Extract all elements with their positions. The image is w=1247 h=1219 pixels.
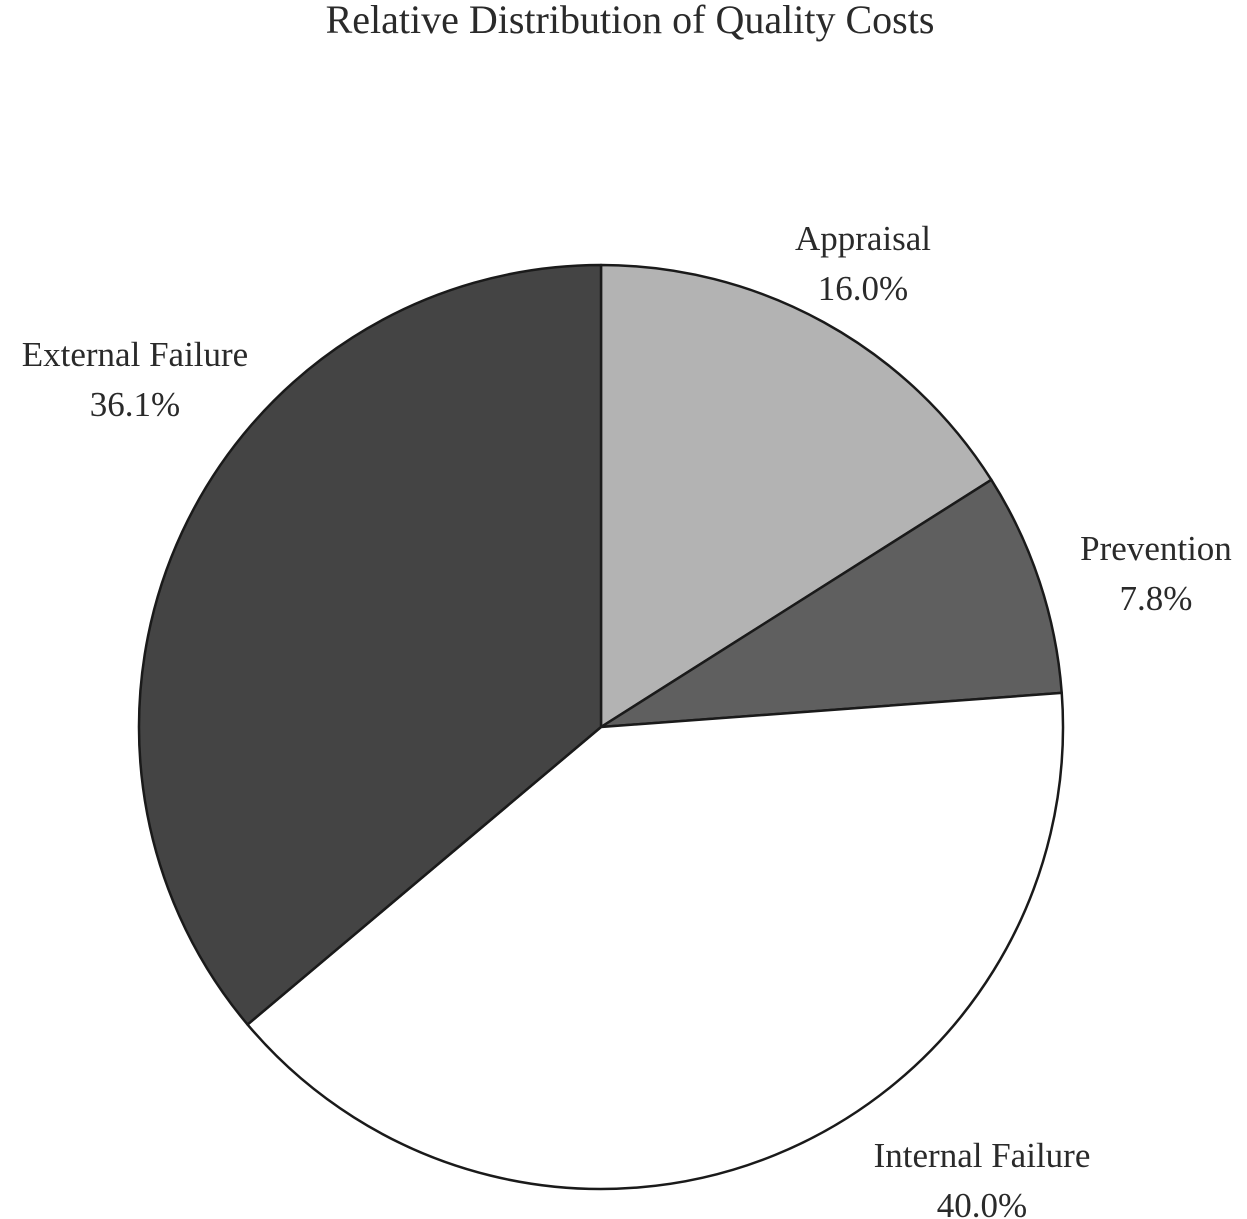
slice-label-external-failure: External Failure (22, 335, 248, 374)
pie-slice-external-failure (137, 263, 603, 1026)
slice-value-internal-failure: 40.0% (937, 1186, 1027, 1219)
slice-value-external-failure: 36.1% (90, 385, 180, 424)
slice-label-appraisal: Appraisal (795, 219, 931, 258)
pie-slice-internal-failure (246, 691, 1065, 1191)
pie-slice-prevention (599, 478, 1063, 729)
pie-labels: Appraisal 16.0% Prevention 7.8% Internal Fai… (22, 219, 1232, 1219)
slice-label-prevention: Prevention (1080, 529, 1232, 568)
slice-label-internal-failure: Internal Failure (874, 1136, 1091, 1175)
pie-slice-appraisal (599, 263, 993, 729)
slice-value-prevention: 7.8% (1120, 579, 1193, 618)
slice-value-appraisal: 16.0% (818, 269, 908, 308)
pie-slices (137, 263, 1065, 1191)
chart-title: Relative Distribution of Quality Costs (326, 0, 935, 42)
